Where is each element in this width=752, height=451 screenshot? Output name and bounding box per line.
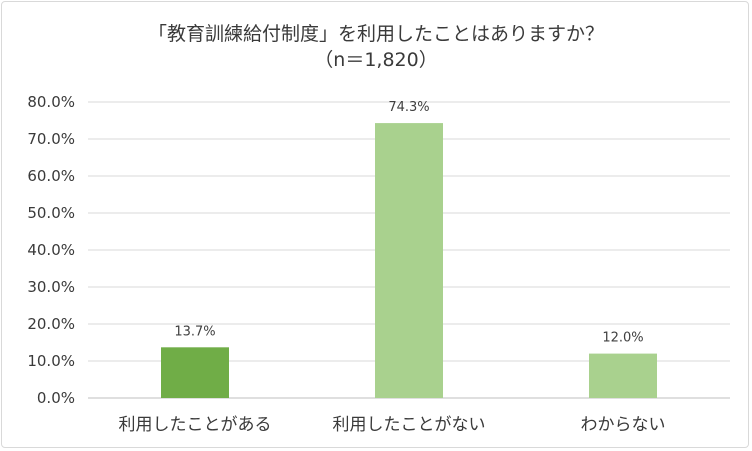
- bar: [375, 123, 443, 398]
- y-tick-label: 20.0%: [27, 315, 75, 333]
- category-label: 利用したことがない: [333, 415, 486, 435]
- data-labels: 13.7% 74.3% 12.0%: [174, 100, 643, 346]
- category-labels: 利用したことがある 利用したことがない わからない: [119, 415, 666, 435]
- y-tick-label: 0.0%: [37, 389, 75, 407]
- bar: [161, 347, 229, 398]
- chart-subtitle-sample-size: （n＝1,820）: [314, 49, 438, 71]
- y-tick-label: 30.0%: [27, 278, 75, 296]
- y-tick-label: 80.0%: [27, 93, 75, 111]
- y-tick-label: 40.0%: [27, 241, 75, 259]
- data-label: 74.3%: [388, 100, 429, 115]
- category-label: 利用したことがある: [119, 415, 272, 435]
- data-label: 13.7%: [174, 324, 215, 339]
- bars: [161, 123, 657, 398]
- y-tick-label: 70.0%: [27, 130, 75, 148]
- y-axis-tick-labels: 0.0% 10.0% 20.0% 30.0% 40.0% 50.0% 60.0% 70.0% 8…: [27, 93, 75, 407]
- chart-title: 「教育訓練給付制度」を利用したことはありますか？: [147, 23, 604, 45]
- category-label: わからない: [581, 415, 666, 435]
- y-tick-label: 50.0%: [27, 204, 75, 222]
- y-tick-label: 10.0%: [27, 352, 75, 370]
- y-tick-label: 60.0%: [27, 167, 75, 185]
- data-label: 12.0%: [602, 331, 643, 346]
- bar: [589, 353, 657, 398]
